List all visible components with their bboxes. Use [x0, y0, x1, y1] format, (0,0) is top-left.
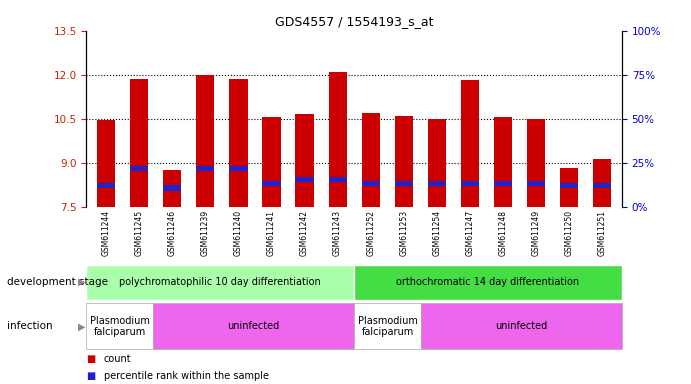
Bar — [421, 303, 622, 349]
Text: Plasmodium
falciparum: Plasmodium falciparum — [358, 316, 417, 337]
Bar — [461, 80, 479, 207]
Text: GSM611239: GSM611239 — [201, 210, 210, 256]
Text: ▶: ▶ — [78, 321, 85, 331]
Bar — [296, 177, 314, 182]
Text: GSM611241: GSM611241 — [267, 210, 276, 256]
Text: GSM611245: GSM611245 — [135, 210, 144, 256]
Text: GSM611242: GSM611242 — [300, 210, 309, 256]
Bar — [229, 166, 247, 171]
Bar — [163, 185, 182, 190]
Text: GSM611254: GSM611254 — [433, 210, 442, 256]
Bar — [354, 265, 622, 300]
Bar — [153, 303, 354, 349]
Bar — [560, 183, 578, 188]
Text: GSM611250: GSM611250 — [565, 210, 574, 256]
Text: count: count — [104, 354, 131, 364]
Text: uninfected: uninfected — [495, 321, 547, 331]
Bar — [296, 114, 314, 207]
Bar — [86, 303, 153, 349]
Bar — [395, 116, 413, 207]
Bar — [97, 120, 115, 207]
Text: infection: infection — [7, 321, 53, 331]
Text: ■: ■ — [86, 371, 95, 381]
Bar — [560, 168, 578, 207]
Text: GSM611249: GSM611249 — [531, 210, 540, 256]
Bar — [527, 181, 545, 187]
Text: GSM611251: GSM611251 — [598, 210, 607, 256]
Bar — [196, 75, 214, 207]
Bar — [163, 170, 182, 207]
Text: Plasmodium
falciparum: Plasmodium falciparum — [90, 316, 150, 337]
Text: GSM611253: GSM611253 — [399, 210, 408, 256]
Bar — [527, 119, 545, 207]
Text: orthochromatic 14 day differentiation: orthochromatic 14 day differentiation — [397, 277, 580, 287]
Bar — [494, 181, 512, 187]
Bar — [263, 181, 281, 187]
Bar — [494, 117, 512, 207]
Bar — [593, 183, 611, 188]
Bar — [263, 117, 281, 207]
Text: development stage: development stage — [7, 277, 108, 287]
Bar — [361, 113, 380, 207]
Text: GSM611243: GSM611243 — [333, 210, 342, 256]
Bar — [130, 79, 149, 207]
Text: polychromatophilic 10 day differentiation: polychromatophilic 10 day differentiatio… — [120, 277, 321, 287]
Text: GSM611246: GSM611246 — [168, 210, 177, 256]
Bar — [461, 181, 479, 187]
Text: ▶: ▶ — [78, 277, 85, 287]
Text: uninfected: uninfected — [227, 321, 280, 331]
Bar — [395, 181, 413, 187]
Text: GSM611247: GSM611247 — [465, 210, 474, 256]
Bar — [229, 79, 247, 207]
Bar — [130, 166, 149, 171]
Text: percentile rank within the sample: percentile rank within the sample — [104, 371, 269, 381]
Title: GDS4557 / 1554193_s_at: GDS4557 / 1554193_s_at — [275, 15, 433, 28]
Bar — [196, 166, 214, 171]
Text: GSM611248: GSM611248 — [498, 210, 507, 256]
Bar — [328, 72, 347, 207]
Bar — [86, 265, 354, 300]
Bar — [428, 181, 446, 187]
Text: ■: ■ — [86, 354, 95, 364]
Bar — [97, 183, 115, 188]
Bar — [328, 177, 347, 182]
Bar — [593, 159, 611, 207]
Bar — [361, 181, 380, 187]
Text: GSM611252: GSM611252 — [366, 210, 375, 256]
Bar — [428, 119, 446, 207]
Text: GSM611240: GSM611240 — [234, 210, 243, 256]
Text: GSM611244: GSM611244 — [102, 210, 111, 256]
Bar — [354, 303, 421, 349]
